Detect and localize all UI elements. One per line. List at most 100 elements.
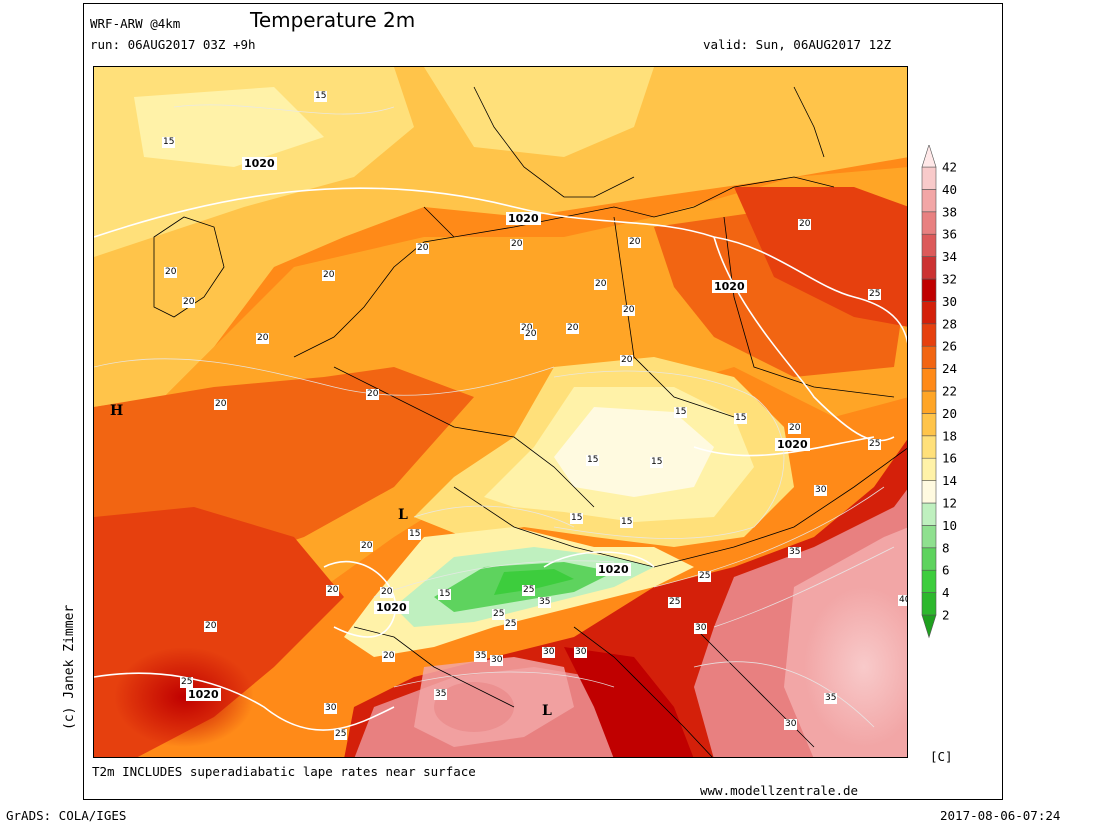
temperature-label: 20: [510, 239, 524, 250]
temperature-label: 25: [868, 289, 882, 300]
legend-band: [921, 166, 937, 190]
high-pressure-label: H: [110, 403, 124, 419]
temperature-label: 35: [538, 597, 552, 608]
temperature-label: 25: [492, 609, 506, 620]
legend-tick-label: 42: [942, 160, 957, 175]
temperature-label: 25: [868, 439, 882, 450]
temperature-label: 30: [694, 623, 708, 634]
legend-tick-label: 20: [942, 406, 957, 421]
temperature-label: 15: [162, 137, 176, 148]
isobar-label: 1020: [712, 280, 747, 293]
temperature-label: 15: [570, 513, 584, 524]
plot-frame: [83, 3, 1003, 800]
legend-tick-label: 40: [942, 182, 957, 197]
run-label: run: 06AUG2017 03Z +9h: [90, 37, 256, 52]
legend-band: [921, 189, 937, 213]
legend-tick-label: 22: [942, 384, 957, 399]
temperature-label: 25: [334, 729, 348, 740]
temperature-label: 35: [434, 689, 448, 700]
color-legend: 2 4 6 8 10 12 14 16 18 20 22 24 26 28 30 32 34 36 38 40 42: [918, 143, 978, 679]
temperature-label: 20: [360, 541, 374, 552]
legend-unit: [C]: [930, 749, 953, 764]
temperature-label: 20: [380, 587, 394, 598]
temperature-label: 15: [586, 455, 600, 466]
temperature-label: 20: [788, 423, 802, 434]
temperature-label: 30: [784, 719, 798, 730]
legend-band: [921, 301, 937, 325]
legend-band: [921, 614, 937, 639]
temperature-label: 15: [674, 407, 688, 418]
isobar-label: 1020: [596, 563, 631, 576]
legend-band: [921, 525, 937, 549]
temperature-label: 20: [164, 267, 178, 278]
temperature-label: 15: [734, 413, 748, 424]
temperature-label: 30: [542, 647, 556, 658]
legend-tick-label: 24: [942, 361, 957, 376]
legend-tick-label: 16: [942, 451, 957, 466]
temperature-label: 15: [620, 517, 634, 528]
legend-tick-label: 8: [942, 540, 950, 555]
temperature-label: 30: [574, 647, 588, 658]
isobar-label: 1020: [186, 688, 221, 701]
legend-tick-label: 32: [942, 272, 957, 287]
temperature-label: 25: [180, 677, 194, 688]
grads-credit: GrADS: COLA/IGES: [6, 808, 127, 823]
temperature-label: 20: [256, 333, 270, 344]
temperature-label: 20: [326, 585, 340, 596]
temperature-label: 25: [668, 597, 682, 608]
legend-tick-label: 6: [942, 563, 950, 578]
chart-title: Temperature 2m: [250, 8, 416, 32]
temperature-label: 25: [504, 619, 518, 630]
legend-band: [921, 278, 937, 302]
legend-band: [921, 480, 937, 504]
temperature-label: 20: [382, 651, 396, 662]
temperature-label: 20: [622, 305, 636, 316]
temperature-label: 20: [594, 279, 608, 290]
temperature-label: 20: [798, 219, 812, 230]
low-pressure-label: L: [398, 507, 408, 523]
temperature-label: 20: [416, 243, 430, 254]
legend-tick-label: 34: [942, 249, 957, 264]
temperature-label: 30: [814, 485, 828, 496]
temperature-label: 15: [650, 457, 664, 468]
temperature-label: 30: [324, 703, 338, 714]
legend-band: [921, 457, 937, 481]
temperature-label: 20: [214, 399, 228, 410]
model-label: WRF-ARW @4km: [90, 16, 181, 31]
legend-band: [921, 547, 937, 571]
legend-tick-label: 2: [942, 608, 950, 623]
valid-label: valid: Sun, 06AUG2017 12Z: [703, 37, 892, 52]
legend-band: [921, 413, 937, 437]
legend-band: [921, 502, 937, 526]
legend-band: [921, 211, 937, 235]
legend-tick-label: 10: [942, 518, 957, 533]
temperature-label: 20: [620, 355, 634, 366]
temperature-label: 20: [566, 323, 580, 334]
temperature-label: 20: [520, 323, 534, 334]
temperature-label: 20: [204, 621, 218, 632]
legend-band: [921, 345, 937, 369]
legend-tick-label: 4: [942, 585, 950, 600]
legend-band: [921, 233, 937, 257]
legend-band: [921, 368, 937, 392]
temperature-label: 15: [438, 589, 452, 600]
legend-band: [921, 592, 937, 616]
timestamp: 2017-08-06-07:24: [940, 808, 1061, 823]
temperature-label: 40: [898, 595, 907, 606]
copyright-label: (c) Janek Zimmer: [62, 604, 77, 730]
temperature-label: 35: [474, 651, 488, 662]
temperature-label: 25: [698, 571, 712, 582]
isobar-label: 1020: [506, 212, 541, 225]
temperature-label: 20: [524, 329, 538, 340]
temperature-label: 35: [824, 693, 838, 704]
temperature-label: 25: [522, 585, 536, 596]
isobar-label: 1020: [374, 601, 409, 614]
temperature-label: 20: [322, 270, 336, 281]
temperature-isolines: [94, 104, 895, 728]
legend-tick-label: 12: [942, 496, 957, 511]
legend-tick-label: 14: [942, 473, 957, 488]
temperature-label: 30: [490, 655, 504, 666]
legend-tick-label: 26: [942, 339, 957, 354]
map-panel: H L L 1020 1020 1020 1020 1020 1020 1020 15 15 2…: [93, 66, 908, 758]
